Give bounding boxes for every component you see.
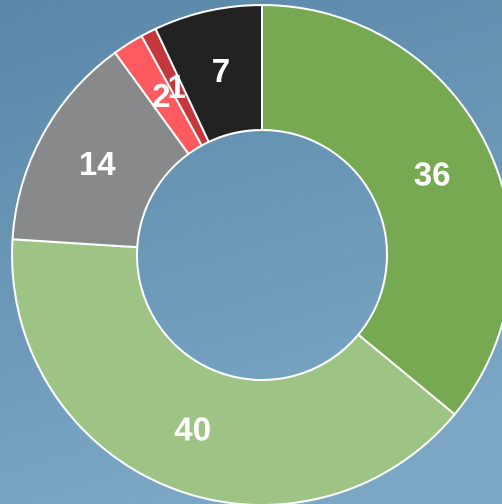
data-label: 2 <box>152 77 170 114</box>
data-label: 36 <box>414 156 451 193</box>
data-label: 7 <box>212 52 230 89</box>
donut-slice <box>261 3 502 416</box>
data-label: 40 <box>174 411 211 448</box>
data-label: 1 <box>167 68 185 105</box>
donut-slice <box>11 51 190 249</box>
donut-slice <box>154 3 263 144</box>
data-label: 14 <box>79 145 116 182</box>
donut-slice <box>11 238 457 504</box>
